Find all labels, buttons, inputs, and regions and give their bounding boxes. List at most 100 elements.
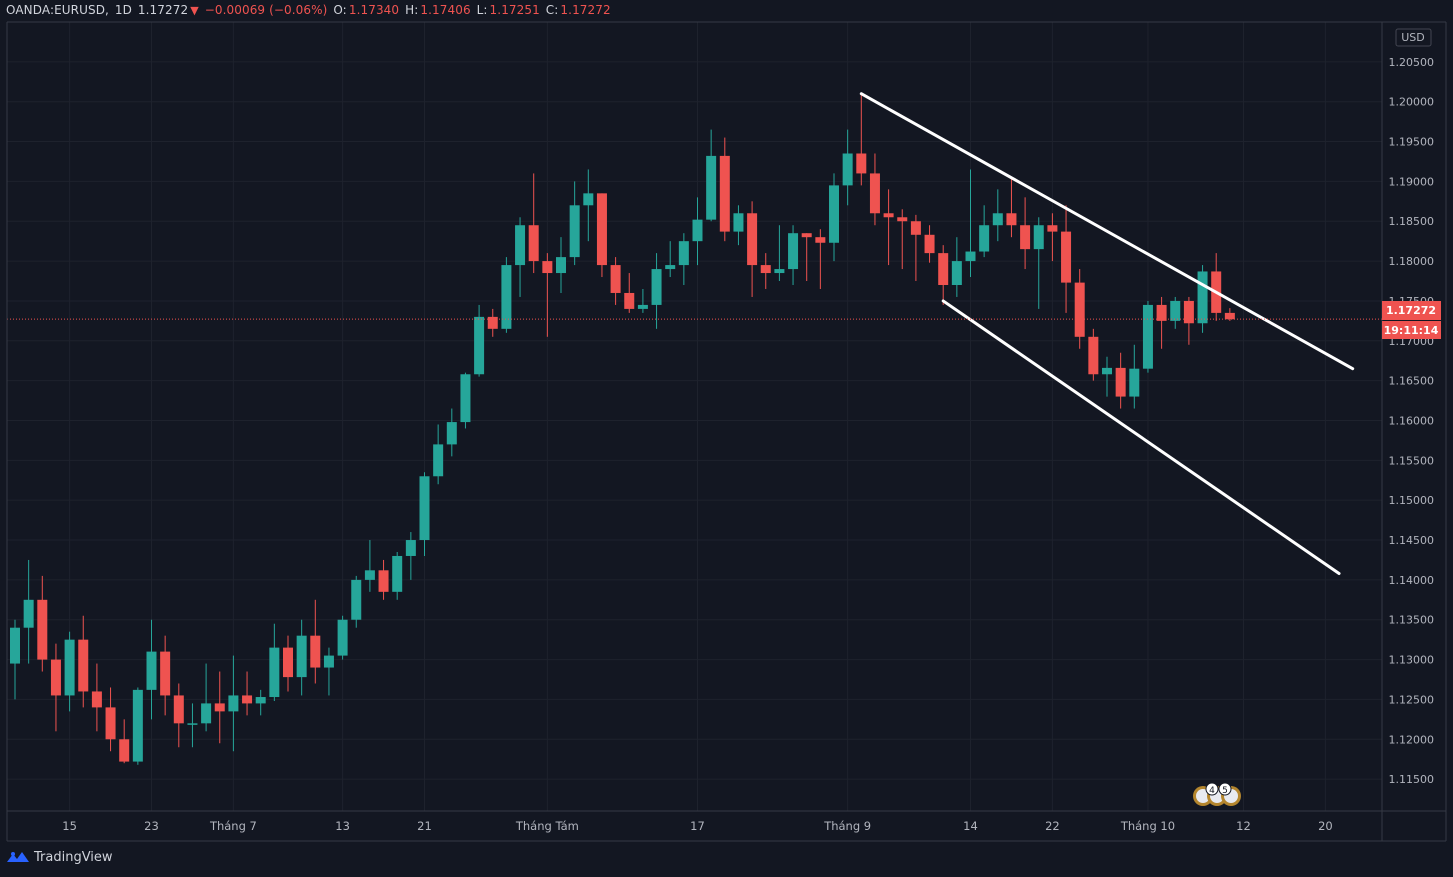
candle bbox=[10, 619, 20, 700]
candle bbox=[801, 233, 812, 282]
candle-body bbox=[610, 265, 621, 293]
x-tick-label: 20 bbox=[1318, 819, 1333, 833]
x-tick-label: 14 bbox=[963, 819, 978, 833]
candle-body bbox=[351, 579, 362, 620]
candle-body bbox=[119, 739, 130, 762]
trendline-upper[interactable] bbox=[859, 92, 1355, 371]
candle bbox=[747, 201, 758, 297]
candle-body bbox=[910, 221, 921, 235]
candle-body bbox=[214, 703, 225, 712]
candle-body bbox=[1183, 300, 1194, 324]
candle-body bbox=[378, 570, 389, 592]
price-tag-label: 1.17272 bbox=[1386, 304, 1436, 317]
candle bbox=[474, 304, 485, 377]
candle-body bbox=[1156, 304, 1167, 321]
brand[interactable]: TradingView bbox=[6, 849, 113, 865]
candle-body bbox=[883, 213, 894, 218]
candle bbox=[938, 245, 949, 305]
candle bbox=[296, 619, 307, 696]
candle bbox=[556, 237, 566, 293]
candle bbox=[692, 197, 703, 266]
candle-body bbox=[924, 234, 935, 254]
currency-box[interactable] bbox=[1395, 28, 1432, 47]
candle bbox=[1047, 213, 1058, 262]
candle bbox=[596, 193, 607, 278]
candle-body bbox=[337, 619, 348, 656]
candle bbox=[542, 253, 553, 337]
event-count-2: 5 bbox=[1222, 786, 1228, 796]
candle bbox=[1020, 197, 1031, 270]
candle-body bbox=[692, 219, 703, 242]
plot-area[interactable] bbox=[7, 22, 1382, 811]
candle-body bbox=[160, 651, 171, 696]
candle bbox=[924, 225, 935, 263]
candle bbox=[1061, 205, 1072, 313]
candle-body bbox=[1102, 367, 1112, 375]
x-tick-label: Tháng Tám bbox=[515, 819, 579, 833]
close-value: 1.17272 bbox=[560, 3, 611, 17]
candle bbox=[255, 689, 266, 716]
candle-body bbox=[392, 555, 403, 592]
time-axis[interactable]: 15 23 Tháng 7 13 21 Tháng Tám 17 Tháng 9 14 22 Thá… bbox=[62, 819, 1332, 833]
trendlines[interactable] bbox=[859, 92, 1355, 576]
candle-body bbox=[1129, 368, 1140, 397]
x-tick-label: 17 bbox=[690, 819, 705, 833]
candle-body bbox=[1170, 300, 1181, 321]
candle-body bbox=[501, 265, 512, 329]
candle-body bbox=[1074, 282, 1085, 337]
candle-body bbox=[788, 233, 799, 270]
x-tick-label: 12 bbox=[1236, 819, 1251, 833]
candle bbox=[651, 253, 662, 329]
candle bbox=[760, 253, 771, 289]
close-label: C: bbox=[545, 3, 559, 17]
candle-body bbox=[897, 217, 908, 222]
y-tick-label: 1.12500 bbox=[1389, 693, 1435, 706]
candle bbox=[1033, 217, 1044, 309]
candle bbox=[815, 229, 826, 289]
price-tag bbox=[1382, 301, 1441, 320]
events-badge[interactable]: 4 5 bbox=[1193, 782, 1241, 806]
candle bbox=[1102, 356, 1112, 397]
candles bbox=[10, 93, 1235, 765]
candle-body bbox=[583, 193, 594, 206]
candle-body bbox=[460, 374, 471, 423]
candle-body bbox=[528, 225, 539, 262]
candle bbox=[310, 599, 321, 684]
candle bbox=[228, 655, 239, 752]
candle bbox=[460, 372, 471, 429]
interval-label[interactable]: 1D bbox=[114, 3, 132, 17]
candle bbox=[501, 257, 512, 333]
y-tick-label: 1.20000 bbox=[1389, 96, 1435, 109]
count-bubble bbox=[1205, 782, 1219, 796]
high-value: 1.17406 bbox=[420, 3, 471, 17]
x-tick-label: 15 bbox=[62, 819, 77, 833]
symbol-name[interactable]: OANDA:EURUSD, bbox=[6, 3, 109, 17]
x-tick-label: 13 bbox=[335, 819, 350, 833]
x-tick-label: 23 bbox=[144, 819, 159, 833]
candle bbox=[774, 225, 785, 282]
candle-body bbox=[556, 257, 566, 274]
symbol-header: OANDA:EURUSD, 1D 1.17272 ▼ −0.00069 (−0.0… bbox=[6, 3, 613, 17]
price-axis[interactable]: 1.11500 1.12000 1.12500 1.13000 1.13500 1.140… bbox=[1389, 56, 1435, 786]
candle-body bbox=[842, 153, 853, 186]
candle bbox=[1183, 296, 1194, 345]
y-tick-label: 1.18500 bbox=[1389, 215, 1435, 228]
candle bbox=[910, 214, 921, 282]
candle-body bbox=[296, 635, 307, 678]
candle bbox=[1074, 269, 1085, 349]
candle-body bbox=[856, 153, 867, 174]
candle-body bbox=[815, 237, 826, 243]
candle-body bbox=[419, 476, 430, 541]
candle bbox=[528, 173, 539, 274]
candle bbox=[719, 137, 730, 242]
candle-body bbox=[364, 570, 375, 580]
trendline-lower[interactable] bbox=[941, 299, 1341, 576]
candle-body bbox=[829, 185, 839, 243]
candle bbox=[433, 424, 444, 485]
candle-body bbox=[64, 639, 75, 696]
y-tick-label: 1.19000 bbox=[1389, 175, 1435, 188]
candle-body bbox=[1088, 336, 1099, 375]
candle-body bbox=[965, 251, 976, 262]
y-tick-label: 1.12000 bbox=[1389, 733, 1435, 746]
